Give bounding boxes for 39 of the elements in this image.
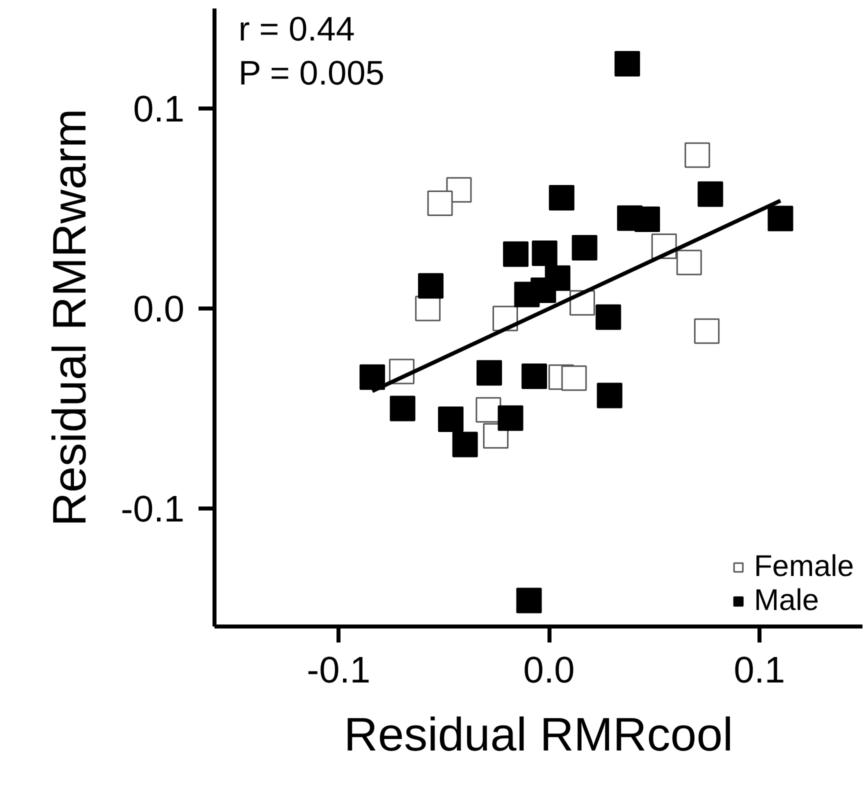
point <box>530 278 556 304</box>
legend-label: Female <box>754 550 854 584</box>
point <box>572 234 598 260</box>
point <box>418 273 444 299</box>
point <box>694 318 720 344</box>
point <box>614 50 640 76</box>
y-tick-label: 0.1 <box>133 88 184 130</box>
x-tick-label: 0.0 <box>523 650 575 690</box>
y-tick-label: 0.0 <box>133 288 184 330</box>
point <box>476 360 502 386</box>
point <box>438 406 464 432</box>
y-tick-label: -0.1 <box>120 488 185 530</box>
y-axis-title: Residual RMRwarm <box>42 108 96 526</box>
point <box>596 382 622 408</box>
point <box>548 184 574 210</box>
x-axis-title: Residual RMRcool <box>344 708 734 760</box>
point <box>390 396 416 422</box>
legend-label: Male <box>754 584 819 618</box>
point <box>561 365 587 391</box>
point <box>768 206 794 232</box>
point <box>498 405 524 431</box>
x-tick-label: -0.1 <box>306 650 371 690</box>
point <box>452 432 478 458</box>
annotation: r = 0.44 <box>238 10 355 48</box>
point <box>596 304 622 330</box>
point <box>532 240 558 266</box>
point <box>698 181 724 207</box>
annotation: P = 0.005 <box>238 54 384 92</box>
point <box>476 397 502 423</box>
point <box>684 142 710 168</box>
point <box>634 206 660 232</box>
point <box>516 588 542 614</box>
point <box>360 364 386 390</box>
x-tick-label: 0.1 <box>734 650 786 690</box>
point <box>415 296 441 322</box>
point <box>503 241 529 267</box>
point <box>676 250 702 276</box>
point <box>522 364 548 390</box>
point <box>427 190 453 216</box>
